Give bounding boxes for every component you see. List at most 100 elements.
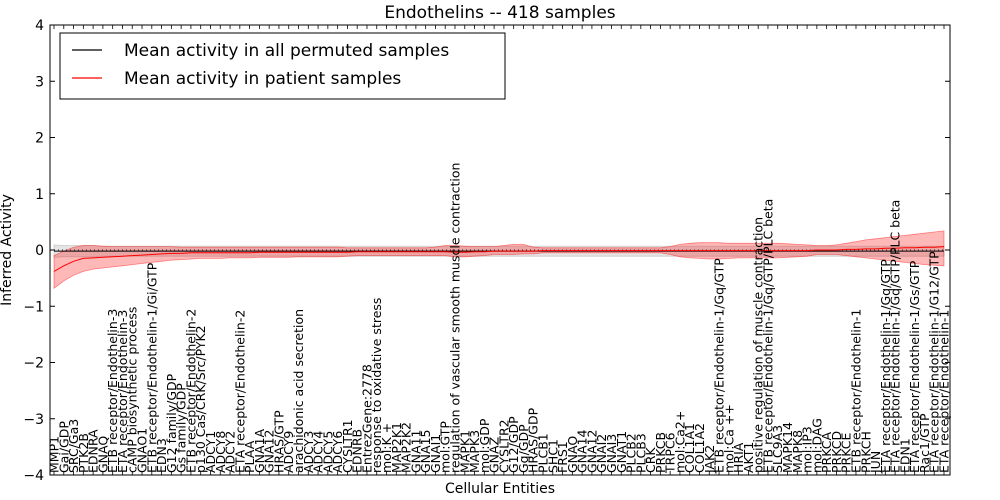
x-tick-label: GNAI2	[594, 434, 609, 473]
x-tick-label: mol:K +	[379, 423, 394, 473]
x-tick-label: ADCY4	[311, 431, 326, 473]
x-tick-label: ETA receptor/Endothelin-1/G12/GTP	[927, 251, 942, 473]
x-tick-label: EDN1	[897, 438, 912, 473]
x-tick-label: regulation of vascular smooth muscle con…	[448, 163, 463, 473]
legend-label-permuted: Mean activity in all permuted samples	[124, 41, 449, 61]
y-tick-label: 4	[35, 18, 44, 34]
x-tick-label: PLCB1	[536, 433, 551, 473]
x-tick-label: PRKCA	[819, 432, 834, 473]
x-tick-label: mol:Ca ++	[721, 404, 736, 473]
y-axis-label: Inferred Activity	[0, 194, 15, 306]
x-tick-label: p130 Cas/CRK/Src/PYK2	[193, 325, 208, 473]
x-tick-label: mol:IP3	[800, 426, 815, 473]
x-tick-label: COL1A2	[692, 423, 707, 473]
x-tick-label: GNAZ	[487, 437, 502, 473]
x-tick-label: Gai/GDP	[56, 421, 71, 473]
y-tick-label: −3	[23, 412, 44, 428]
x-tick-label: ETA receptor/Endothelin-1	[937, 310, 952, 473]
x-tick-label: CRK	[643, 447, 658, 473]
x-tick-label: JUN	[868, 451, 883, 474]
x-tick-label: ADCY8	[213, 431, 228, 473]
x-tick-label: MAPK8	[790, 430, 805, 473]
x-tick-label: GNAO1	[135, 428, 150, 473]
chart-title: Endothelins -- 418 samples	[384, 3, 615, 23]
x-tick-label: mol:Ca2+	[672, 411, 687, 473]
x-tick-label: ETA receptor/Endothelin-1/Gs/GTP	[907, 260, 922, 473]
x-tick-label: ETA receptor/Endothelin-1/Gq/GTP	[878, 259, 893, 473]
x-tick-label: Rac1/GTP	[917, 413, 932, 473]
y-tick-label: 1	[35, 187, 44, 203]
x-tick-label: response to oxidative stress	[369, 298, 384, 473]
line-series-1	[53, 246, 945, 272]
y-tick-label: −4	[23, 468, 44, 484]
x-tick-label: PTK2B	[76, 433, 91, 473]
x-tick-label: Gs family/GDP	[174, 383, 189, 473]
x-tick-label: ETB receptor/Endothelin-1/Gq/GTP/PLC bet…	[761, 199, 776, 473]
x-tick-label: MAPK3	[467, 430, 482, 473]
x-tick-label: GNA14	[575, 429, 590, 473]
x-tick-label: ADCY9	[281, 431, 296, 473]
x-tick-label: GNA15	[418, 430, 433, 474]
x-tick-label: GNAT1	[614, 431, 629, 473]
x-tick-label: PLCB3	[633, 433, 648, 473]
x-tick-label: GNAI1	[428, 434, 443, 473]
x-tick-label: GNA11	[408, 430, 423, 474]
x-tick-label: positive regulation of muscle contractio…	[751, 217, 766, 473]
x-tick-label: HRIA	[731, 442, 746, 473]
x-tick-label: ETA receptor/Endothelin-3	[115, 310, 130, 473]
x-tick-label: G12 family/GDP	[164, 373, 179, 473]
x-tick-label: COL1A1	[682, 423, 697, 473]
x-tick-label: JAK2	[702, 445, 717, 474]
y-tick-label: 2	[35, 131, 44, 147]
x-tick-label: ETB receptor/Endothelin-1	[849, 309, 864, 473]
x-tick-label: ADCY6	[330, 431, 345, 473]
x-axis-label: Cellular Entities	[445, 481, 555, 497]
x-tick-label: ETB receptor/Endothelin-2	[183, 309, 198, 473]
x-tick-label: arachidonic acid secretion	[291, 309, 306, 473]
legend-box	[59, 32, 506, 100]
x-tick-label: ADCY3	[301, 431, 316, 473]
x-tick-label: cAMP biosynthetic process	[125, 307, 140, 473]
x-tick-label: EntrezGene:2778	[360, 364, 375, 473]
x-tick-label: mol:GDP	[477, 418, 492, 473]
y-tick-label: 0	[35, 243, 44, 259]
x-tick-label: GNA12	[584, 430, 599, 474]
confidence-bands	[53, 230, 945, 290]
x-tick-label: PRKCE	[839, 433, 854, 473]
x-tick-label: MAP2K2	[399, 422, 414, 473]
x-tick-label: MAPK14	[780, 422, 795, 473]
x-tick-label: ADCY1	[203, 431, 218, 473]
x-tick-label: MAP2K1	[389, 422, 404, 473]
x-tick-label: GNAI3	[604, 434, 619, 473]
x-tick-label: SRC/Ga3	[66, 419, 81, 473]
x-tick-label: MAPK1	[457, 430, 472, 473]
x-tick-label: ETA receptor/Endothelin-2	[232, 310, 247, 473]
x-tick-label: mol:DAG	[809, 418, 824, 473]
x-tick-label: PRKCB	[653, 432, 668, 473]
x-tick-label: PRKCH	[858, 431, 873, 473]
x-tick-label: GNAQ	[95, 436, 110, 473]
y-tick-label: −2	[23, 356, 44, 372]
x-tick-label: ETB receptor/Endothelin-3	[105, 309, 120, 473]
x-tick-label: G12/GDP	[506, 416, 521, 473]
x-tick-label: SHC1	[545, 439, 560, 473]
x-tick-label: TRPC6	[663, 432, 678, 474]
x-tick-label: EDNRA	[86, 429, 101, 473]
x-tick-label: AKT1	[741, 442, 756, 473]
plot-frame	[49, 24, 951, 476]
x-tick-label: GNAO	[565, 436, 580, 473]
x-tick-label: HRAS/GDP	[526, 407, 541, 473]
x-tick-label: EDN3	[154, 438, 169, 473]
x-tick-label: PLCB2	[624, 433, 639, 473]
y-tick-label: −1	[23, 299, 44, 315]
x-tick-label: HRAS/GTP	[271, 410, 286, 473]
x-tick-label: PLAA	[242, 440, 257, 473]
series-lines	[50, 246, 950, 272]
x-tick-label: CYSLTR2	[496, 419, 511, 473]
x-tick-label: ADCY2	[223, 431, 238, 473]
legend: Mean activity in all permuted samples Me…	[59, 32, 506, 100]
x-tick-label: SLC9A3	[770, 425, 785, 473]
band-series-1	[53, 230, 945, 290]
